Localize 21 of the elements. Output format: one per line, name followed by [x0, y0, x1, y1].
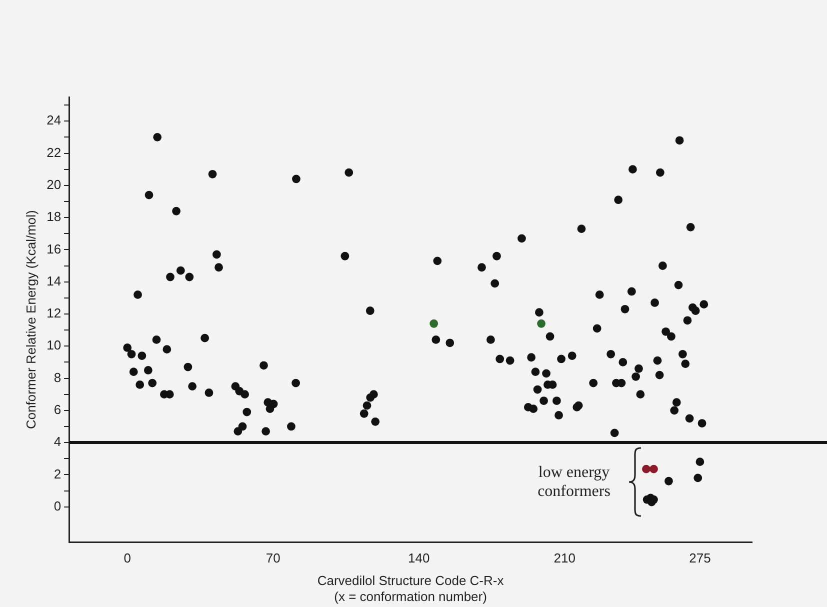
x-tick-label: 0	[124, 550, 131, 566]
x-tick-label: 140	[408, 550, 430, 566]
y-tick-label: 0	[54, 498, 62, 514]
y-tick-label: 14	[46, 273, 62, 288]
x-tick-label: 70	[266, 550, 280, 566]
y-tick-label: 24	[46, 112, 62, 128]
x-tick-label: 210	[554, 550, 576, 566]
y-tick-label: 10	[46, 338, 62, 353]
y-tick-label: 12	[46, 306, 62, 321]
y-tick-label: 6	[54, 402, 62, 417]
y-tick-label: 8	[54, 370, 62, 385]
annotation: low energy conformers	[538, 464, 610, 500]
x-tick-label: 275	[689, 550, 711, 566]
x-axis-title: Carvedilol Structure Code C-R-x (x = conformation number)	[317, 573, 504, 604]
y-tick-label: 16	[46, 241, 62, 256]
y-tick-label: 4	[54, 434, 62, 450]
y-tick-label: 22	[46, 144, 62, 160]
y-tick-label: 20	[46, 176, 62, 192]
y-tick-label: 18	[46, 209, 62, 224]
y-tick-label: 2	[54, 466, 62, 482]
y-axis-title: Conformer Relative Energy (Kcal/mol)	[23, 210, 38, 430]
